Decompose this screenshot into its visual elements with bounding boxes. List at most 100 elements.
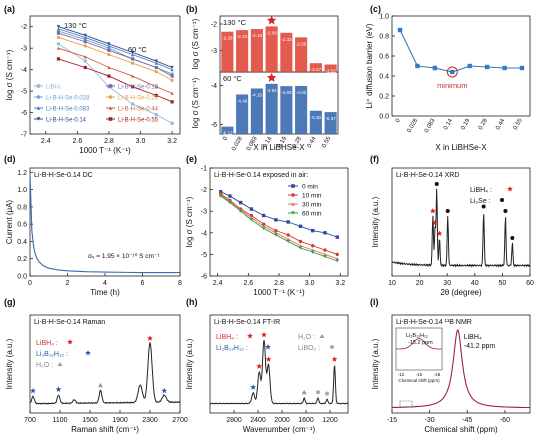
x-tick-label: -30 [425,417,435,424]
bar-value-label: -2.50 [296,41,307,46]
bar [221,31,234,72]
x-axis-label: 1000 T⁻¹ (K⁻¹) [79,146,131,155]
plot-frame [29,314,181,414]
x-tick-label: 2300 [142,417,158,424]
data-point [131,57,135,61]
x-tick-label: 0.14 [443,117,454,131]
x-tick-label: 2800 [226,417,242,424]
data-point [131,85,135,89]
series-line [58,26,173,68]
x-tick-label: 2000 [274,417,290,424]
x-axis-label: X in LiBHSe-X [435,143,487,152]
sigma-annotation: σₑ = 1.95 × 10⁻¹⁰ S cm⁻¹ [88,252,160,260]
bar-value-label: -5.37 [325,116,336,121]
legend-text: LiBH₄ : [216,334,238,341]
spectrum-line [209,340,349,405]
x-tick-label: 0 [28,280,32,287]
data-point [154,93,158,97]
peak-marker-libh4 [436,230,443,236]
legend-text: Li-B-H-Se-0.083 [46,107,90,113]
series-line [399,29,522,73]
x-tick-label: 2 [66,280,70,287]
x-tick-label: 2700 [172,417,188,424]
y-tick-label: 0.4 [379,74,389,81]
data-point [107,65,111,70]
y-tick-label: -6 [21,110,27,117]
peak-marker-li2se [481,204,486,209]
x-tick-label: 40 [471,280,479,287]
legend-marker [291,211,295,215]
y-tick-label: 0.2 [379,94,389,101]
y-tick-label: 0.8 [379,34,389,41]
y-tick-label: -4 [21,67,27,74]
x-axis-label: Time (h) [90,288,120,297]
series-line [58,58,173,103]
chart-title: Li-B-H-Se-0.14 exposed in air: [214,172,308,179]
y-tick-label: -4 [201,230,207,237]
x-tick-label: 2.6 [243,280,253,287]
bar [309,63,322,72]
data-point [238,200,243,205]
minimum-label: minimum [437,81,467,90]
x-tick-label: 2.4 [213,280,223,287]
legend-text: Li-B-H-Se-0.55 [118,118,159,124]
data-point [170,65,174,70]
data-point [261,213,266,218]
x-tick-label: 6 [141,280,145,287]
plot-frame-bottom [219,71,339,135]
legend-marker [57,362,63,366]
legend-marker [36,84,41,88]
peak-annotation-value: -41.2 ppm [464,343,496,350]
x-tick-label: 2.6 [73,138,83,145]
inset-tick-label: -15 [416,372,423,377]
x-tick-label: 8 [178,280,182,287]
x-tick-label: 0.28 [478,117,489,131]
data-point [415,63,420,69]
peak-marker-li2b12h12 [250,384,257,390]
data-point [249,213,254,218]
panel-label: (a) [4,4,15,14]
data-point [107,48,111,52]
x-tick-label: 1100 [52,417,67,424]
bar-value-label: -4.02 [296,90,307,95]
x-tick-label: 30 [443,280,451,287]
data-point [484,64,490,70]
x-axis-label: 2θ (degree) [440,288,482,297]
inset-source-box [399,400,413,408]
bar-value-label: -2.33 [281,37,292,42]
y-tick-label: 0.4 [17,239,27,246]
data-point [56,42,61,46]
x-axis-label: Wavenumber (cm⁻¹) [243,425,316,434]
bar-value-label: -3.52 [325,69,336,74]
data-point [228,200,232,205]
x-tick-label: 4 [103,280,107,287]
bar-value-label: -2.09 [266,30,277,35]
annotation-60C: 60 °C [223,74,242,83]
legend-marker [108,84,113,88]
x-tick-label: 2400 [250,417,266,424]
data-point [131,102,135,106]
bar [280,32,293,72]
legend-text: 0 min [302,184,318,191]
bar [295,37,308,72]
inset-label: Li₂B₁₂H₁₂ [406,333,428,339]
y-tick-label: 0.0 [379,114,389,121]
bar-value-label: -6.12 [222,131,233,136]
data-point [56,35,61,40]
x-axis-label: Chemical shift (ppm) [424,425,498,434]
bar [265,26,278,72]
annotation-130C: 130 °C [64,21,88,30]
y-tick-label: -5 [21,89,27,96]
x-tick-label: 0.19 [460,117,471,131]
chart-title: Li-B-H-Se-0.14 Raman [34,319,105,326]
y-tick-label: 0.6 [17,222,27,229]
data-point [83,59,87,63]
peak-marker-libh4 [331,356,338,362]
data-point [170,100,174,104]
legend-text: LiBO₂ : [298,345,320,352]
best-star [266,15,277,25]
legend-text: Li-B-H-Se-0.28 [118,96,159,102]
x-tick-label: 1200 [322,417,338,424]
data-point [311,244,315,248]
